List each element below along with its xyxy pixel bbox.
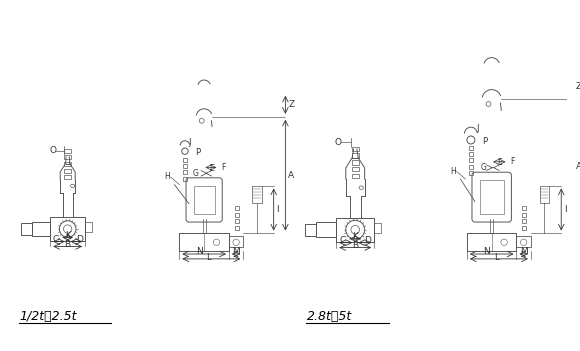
- Text: H: H: [164, 172, 170, 181]
- Bar: [352, 160, 358, 165]
- Bar: [32, 221, 50, 237]
- Bar: [50, 217, 85, 241]
- Text: K: K: [65, 231, 71, 240]
- Bar: [352, 174, 358, 178]
- Text: J: J: [477, 124, 479, 133]
- Text: Z: Z: [288, 100, 295, 109]
- Bar: [235, 225, 239, 230]
- Bar: [469, 158, 473, 163]
- Text: G: G: [480, 163, 486, 172]
- Text: N: N: [196, 247, 202, 256]
- Bar: [469, 171, 473, 175]
- Text: D: D: [364, 236, 371, 245]
- Text: C: C: [340, 236, 346, 245]
- Bar: [539, 186, 549, 203]
- Bar: [336, 218, 374, 242]
- Text: L: L: [494, 253, 499, 262]
- Text: 2.8t～5t: 2.8t～5t: [306, 310, 351, 323]
- Text: I: I: [277, 205, 279, 214]
- Text: J: J: [189, 138, 191, 147]
- Bar: [64, 148, 71, 153]
- Text: Z: Z: [576, 82, 580, 91]
- Text: C: C: [53, 234, 59, 244]
- Text: P: P: [195, 147, 200, 157]
- Bar: [316, 222, 336, 237]
- Text: D: D: [76, 234, 83, 244]
- Text: N: N: [484, 247, 490, 256]
- Text: E: E: [209, 164, 214, 173]
- Bar: [523, 206, 527, 210]
- Bar: [523, 219, 527, 223]
- Text: F: F: [510, 157, 515, 166]
- Bar: [21, 223, 32, 235]
- Bar: [179, 233, 229, 251]
- Text: B: B: [352, 241, 358, 251]
- Text: P: P: [483, 137, 488, 146]
- Bar: [469, 165, 473, 169]
- Bar: [523, 225, 527, 230]
- Bar: [64, 162, 71, 166]
- Text: A: A: [288, 171, 295, 180]
- Bar: [183, 164, 187, 168]
- Bar: [352, 167, 358, 171]
- Text: B: B: [64, 240, 71, 250]
- Bar: [183, 177, 187, 181]
- Bar: [374, 223, 381, 233]
- Bar: [229, 236, 243, 247]
- Text: A: A: [576, 162, 580, 171]
- Bar: [469, 152, 473, 156]
- Text: E: E: [498, 158, 502, 167]
- Bar: [183, 158, 187, 161]
- Text: 1/2t～2.5t: 1/2t～2.5t: [19, 310, 77, 323]
- Bar: [235, 219, 239, 223]
- Bar: [469, 146, 473, 150]
- Text: O: O: [49, 146, 56, 155]
- Bar: [352, 146, 358, 151]
- Bar: [252, 186, 262, 203]
- Bar: [235, 213, 239, 217]
- Bar: [467, 233, 516, 251]
- Bar: [194, 186, 215, 214]
- Bar: [480, 180, 503, 214]
- Bar: [85, 223, 92, 232]
- Text: K: K: [352, 232, 358, 241]
- Text: L: L: [206, 253, 212, 262]
- Text: I: I: [564, 205, 567, 214]
- Bar: [183, 170, 187, 174]
- Bar: [64, 155, 71, 159]
- Bar: [304, 224, 316, 236]
- Text: F: F: [222, 163, 226, 172]
- Bar: [64, 175, 71, 179]
- Text: O: O: [335, 138, 342, 147]
- Text: H: H: [450, 167, 456, 176]
- Text: M: M: [232, 247, 240, 256]
- Bar: [516, 236, 531, 247]
- Bar: [235, 206, 239, 210]
- Bar: [352, 153, 358, 158]
- Bar: [64, 168, 71, 173]
- Text: G: G: [193, 169, 198, 178]
- Text: M: M: [520, 247, 528, 256]
- Bar: [523, 213, 527, 217]
